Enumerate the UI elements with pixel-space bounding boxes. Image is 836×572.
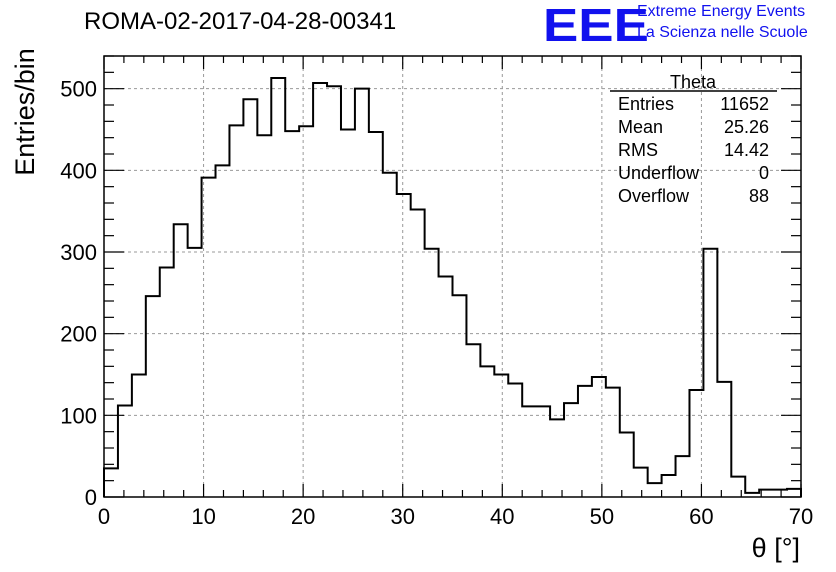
- histogram-bin: [522, 406, 536, 497]
- chart-title: ROMA-02-2017-04-28-00341: [84, 8, 397, 35]
- x-tick-label: 20: [291, 504, 315, 529]
- stats-value: 88: [749, 186, 769, 206]
- x-tick-label: 40: [490, 504, 514, 529]
- stats-value: 25.26: [724, 117, 769, 137]
- plot-border: [103, 55, 802, 498]
- histogram-bin: [773, 490, 787, 497]
- y-tick-label: 300: [60, 240, 97, 265]
- stats-key: Entries: [618, 94, 674, 114]
- x-tick-label: 70: [789, 504, 813, 529]
- stats-value: 14.42: [724, 140, 769, 160]
- logo-subtitle-1: Extreme Energy Events: [637, 3, 806, 20]
- histogram-bin: [216, 165, 230, 497]
- axis-labels: 0 10 20 30 40 50 60 70 0 100 200 300 400 500: [60, 77, 813, 529]
- histogram-bin: [466, 344, 480, 497]
- plot-frame: [103, 55, 802, 498]
- y-tick-label: 400: [60, 158, 97, 183]
- stats-value: 0: [759, 163, 769, 183]
- x-tick-label: 60: [689, 504, 713, 529]
- histogram-bin: [229, 125, 243, 497]
- histogram-bin: [676, 456, 690, 497]
- stats-key: RMS: [618, 140, 658, 160]
- stats-key: Underflow: [618, 163, 700, 183]
- histogram-bin: [453, 295, 467, 497]
- grid-lines: [104, 56, 801, 497]
- axis-ticks: [103, 55, 802, 498]
- histogram-bin: [606, 388, 620, 497]
- histogram-series: [103, 77, 802, 498]
- y-axis-label: Entries/bin: [10, 48, 40, 176]
- histogram-bin: [662, 475, 676, 497]
- histogram-bin: [634, 468, 648, 497]
- histogram-bin: [160, 268, 174, 497]
- histogram-bin: [564, 403, 578, 497]
- histogram-bin: [341, 130, 355, 498]
- histogram-bin: [439, 277, 453, 498]
- y-tick-label: 0: [85, 485, 97, 510]
- histogram-bin: [104, 468, 118, 497]
- histogram-bin: [717, 382, 731, 497]
- histogram-bin: [508, 383, 522, 497]
- histogram-bin: [578, 386, 592, 497]
- x-tick-label: 30: [390, 504, 414, 529]
- histogram-bin: [355, 89, 369, 497]
- histogram-bin: [411, 210, 425, 497]
- histogram-bin: [188, 248, 202, 497]
- logo-subtitle-2: La Scienza nelle Scuole: [637, 24, 808, 41]
- histogram-bin: [397, 194, 411, 497]
- histogram-outline: [103, 77, 802, 497]
- stats-key: Mean: [618, 117, 663, 137]
- stats-key: Overflow: [618, 186, 690, 206]
- histogram-bin: [146, 296, 160, 497]
- histogram-bin: [550, 419, 564, 497]
- histogram-bin: [327, 86, 341, 497]
- x-tick-label: 10: [191, 504, 215, 529]
- stats-box-title: Theta: [670, 72, 717, 92]
- histogram-bin: [257, 135, 271, 497]
- x-axis-label: θ [°]: [752, 533, 800, 563]
- y-tick-label: 200: [60, 322, 97, 347]
- histogram-bin: [536, 406, 550, 497]
- y-tick-label: 100: [60, 403, 97, 428]
- histogram-bin: [480, 366, 494, 497]
- histogram-bin: [271, 78, 285, 497]
- histogram-bin: [425, 249, 439, 497]
- histogram-bin: [494, 375, 508, 498]
- histogram-bin: [369, 132, 383, 497]
- stats-value: 11652: [720, 94, 769, 114]
- histogram-bin: [731, 477, 745, 497]
- histogram-bin: [118, 406, 132, 497]
- x-tick-label: 0: [98, 504, 110, 529]
- histogram-bin: [313, 83, 327, 497]
- histogram-bin: [285, 131, 299, 497]
- x-tick-label: 50: [590, 504, 614, 529]
- histogram-bin: [787, 489, 801, 497]
- histogram-bin: [592, 377, 606, 497]
- y-tick-label: 500: [60, 77, 97, 102]
- histogram-bin: [703, 249, 717, 497]
- eee-logo: EEE: [543, 0, 649, 51]
- stats-box: Theta Entries 11652 Mean 25.26 RMS 14.42 Under…: [610, 72, 777, 206]
- histogram-bin: [383, 173, 397, 497]
- histogram-bin: [174, 224, 188, 497]
- histogram-bin: [299, 126, 313, 497]
- histogram-bin: [620, 432, 634, 497]
- histogram-bin: [648, 483, 662, 497]
- histogram-bin: [132, 375, 146, 498]
- histogram-bin: [243, 99, 257, 497]
